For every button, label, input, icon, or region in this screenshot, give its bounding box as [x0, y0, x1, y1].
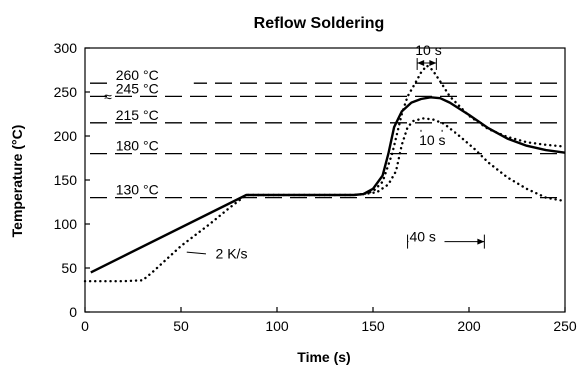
annotation-label-bg-1	[214, 245, 251, 262]
ref-prefix-245: ≈	[104, 88, 112, 104]
x-axis-label: Time (s)	[297, 349, 350, 365]
x-tick-label-0: 0	[81, 318, 89, 334]
annotation-label-bg-4	[408, 228, 445, 245]
y-tick-label-0: 0	[69, 304, 77, 320]
x-tick-label-200: 200	[457, 318, 481, 334]
annotations: 2 K/s 10 s 10 s 40 s	[186, 42, 485, 262]
annotation-arrow-end-2	[429, 59, 437, 66]
series-lines	[83, 64, 567, 283]
ref-label-bg-260	[113, 67, 194, 83]
ref-label-245: 245 °C	[116, 80, 159, 96]
series-3-line	[362, 117, 567, 203]
annotation-pointer-1	[186, 251, 207, 255]
annotation-label-bg-3	[418, 131, 455, 148]
y-axis-label: Temperature (°C)	[9, 125, 25, 238]
annotation-label-bg-2	[414, 42, 451, 59]
ref-label-bg-245	[113, 80, 194, 96]
x-tick-label-150: 150	[361, 318, 385, 334]
ref-label-180: 180 °C	[116, 138, 159, 154]
ref-label-215: 215 °C	[116, 107, 159, 123]
axes: 0 50 100 150 200 250 0 50 100 150 200 250 300	[54, 40, 577, 334]
annotation-label-1: 2 K/s	[216, 245, 248, 261]
ref-label-bg-215	[113, 106, 194, 122]
chart-title: Reflow Soldering	[254, 15, 385, 32]
y-tick-label-200: 200	[54, 128, 78, 144]
series-2-line	[83, 64, 567, 283]
x-tick-label-250: 250	[553, 318, 577, 334]
ref-label-260: 260 °C	[116, 67, 159, 83]
y-tick-label-50: 50	[61, 260, 77, 276]
x-tick-label-50: 50	[173, 318, 189, 334]
y-tick-label-150: 150	[54, 172, 78, 188]
x-tick-label-100: 100	[265, 318, 289, 334]
annotation-label-3: 10 s	[419, 132, 445, 148]
ref-label-bg-130	[113, 181, 194, 197]
y-tick-label-100: 100	[54, 216, 78, 232]
y-tick-label-250: 250	[54, 84, 78, 100]
ref-label-130: 130 °C	[116, 182, 159, 198]
y-tick-label-300: 300	[54, 40, 78, 56]
annotation-arrow-start-2	[417, 59, 425, 66]
annotation-label-4: 40 s	[409, 229, 435, 245]
ref-label-bg-180	[113, 137, 194, 153]
annotation-label-2: 10 s	[415, 42, 441, 58]
reference-lines: 260 °C≈ 245 °C 215 °C 180 °C 130 °C	[90, 67, 565, 199]
annotation-arrow-end-4	[477, 238, 485, 245]
